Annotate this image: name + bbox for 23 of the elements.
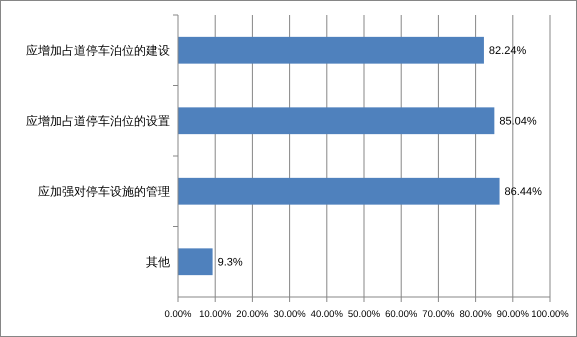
data-label: 82.24% — [488, 45, 526, 58]
x-tick-label: 50.00% — [348, 309, 381, 320]
bar — [178, 178, 500, 205]
data-label: 9.3% — [218, 256, 243, 269]
y-tick-label: 应增加占道停车泊位的建设 — [26, 43, 170, 58]
x-tick-label: 80.00% — [459, 309, 492, 320]
bar — [178, 248, 213, 276]
x-tick-label: 40.00% — [310, 309, 344, 320]
y-tick-label: 应增加占道停车泊位的设置 — [26, 114, 170, 128]
x-tick-label: 0.00% — [164, 309, 192, 320]
x-tick-label: 20.00% — [236, 309, 270, 320]
y-tick-label: 应加强对停车设施的管理 — [38, 184, 170, 198]
y-tick-label: 其他 — [146, 254, 170, 269]
x-tick-label: 90.00% — [496, 309, 530, 320]
bar — [178, 36, 484, 64]
x-tick-label: 100.00% — [531, 309, 570, 320]
x-tick-label: 70.00% — [422, 309, 456, 320]
x-tick-label: 10.00% — [199, 309, 232, 320]
x-tick-label: 30.00% — [273, 309, 306, 320]
bar — [178, 107, 494, 134]
x-tick-label: 60.00% — [385, 309, 418, 320]
data-label: 86.44% — [504, 186, 542, 198]
data-label: 85.04% — [499, 116, 537, 128]
